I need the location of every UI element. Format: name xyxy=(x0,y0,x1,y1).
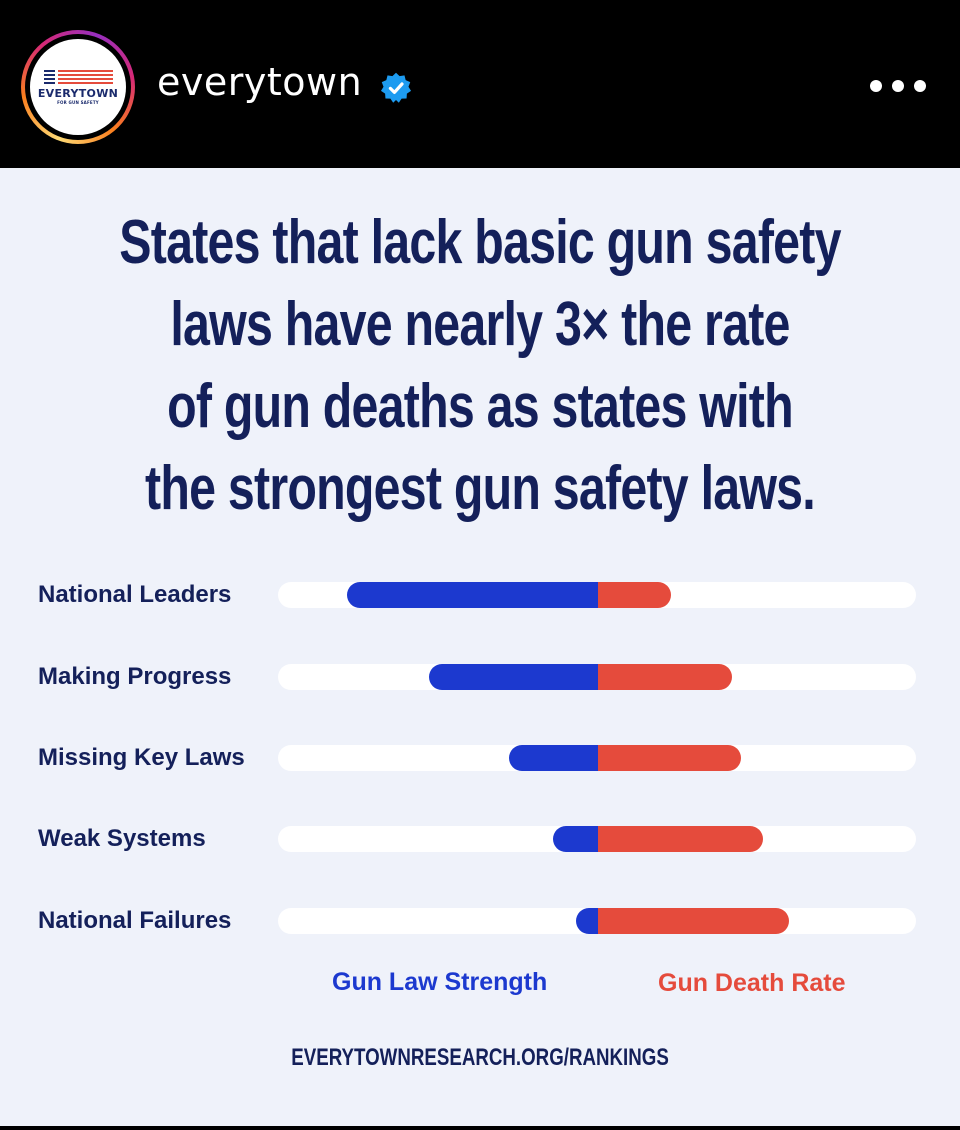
headline-line: States that lack basic gun safety xyxy=(119,208,841,277)
category-label: National Leaders xyxy=(38,581,232,608)
gun-death-rate-bar xyxy=(598,582,671,608)
gun-law-strength-bar xyxy=(429,664,598,690)
more-options-icon[interactable] xyxy=(870,80,926,92)
post-header: EVERYTOWN FOR GUN SAFETY everytown xyxy=(0,0,960,168)
chart-row: National Failures xyxy=(0,907,960,934)
bar-track xyxy=(278,908,916,934)
chart-row: Weak Systems xyxy=(0,825,960,852)
gun-death-rate-bar xyxy=(598,745,741,771)
headline-line: laws have nearly 3× the rate xyxy=(170,290,790,359)
chart-row: National Leaders xyxy=(0,581,960,608)
bar-track xyxy=(278,745,916,771)
gun-law-strength-bar xyxy=(553,826,598,852)
bar-track xyxy=(278,664,916,690)
gun-death-rate-bar xyxy=(598,664,732,690)
headline: States that lack basic gun safety laws h… xyxy=(0,202,960,530)
category-label: Missing Key Laws xyxy=(38,744,245,771)
bar-track xyxy=(278,826,916,852)
verified-badge-icon xyxy=(380,72,412,103)
gun-law-strength-bar xyxy=(347,582,598,608)
legend-gun-law-strength: Gun Law Strength xyxy=(332,968,548,996)
everytown-logo: EVERYTOWN FOR GUN SAFETY xyxy=(30,39,126,135)
post-image: States that lack basic gun safety laws h… xyxy=(0,168,960,1126)
bar-track xyxy=(278,582,916,608)
headline-line: the strongest gun safety laws. xyxy=(145,454,816,523)
chart-row: Missing Key Laws xyxy=(0,744,960,771)
source-url: EVERYTOWNRESEARCH.ORG/RANKINGS xyxy=(291,1044,669,1071)
logo-subtitle: FOR GUN SAFETY xyxy=(57,99,99,105)
avatar[interactable]: EVERYTOWN FOR GUN SAFETY xyxy=(21,30,135,144)
username-link[interactable]: everytown xyxy=(157,60,363,104)
gun-death-rate-bar xyxy=(598,826,763,852)
gun-law-strength-bar xyxy=(509,745,598,771)
legend-gun-death-rate: Gun Death Rate xyxy=(658,969,846,997)
gun-law-strength-bar xyxy=(576,908,598,934)
flag-stripes-icon xyxy=(43,69,113,84)
logo-wordmark: EVERYTOWN xyxy=(37,86,119,100)
chart-row: Making Progress xyxy=(0,663,960,690)
gun-death-rate-bar xyxy=(598,908,789,934)
headline-line: of gun deaths as states with xyxy=(167,372,794,441)
category-label: Weak Systems xyxy=(38,825,206,852)
category-label: Making Progress xyxy=(38,663,232,690)
category-label: National Failures xyxy=(38,907,232,934)
